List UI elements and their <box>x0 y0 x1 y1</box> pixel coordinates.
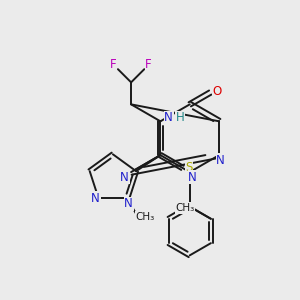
Text: H: H <box>176 111 185 124</box>
Text: O: O <box>212 85 221 98</box>
Text: N: N <box>188 171 197 184</box>
Text: N: N <box>120 171 129 184</box>
Text: N: N <box>124 197 133 210</box>
Text: N: N <box>91 192 100 205</box>
Text: N: N <box>164 111 173 124</box>
Text: N: N <box>216 154 225 167</box>
Text: CH₃: CH₃ <box>176 203 195 213</box>
Text: F: F <box>146 58 152 71</box>
Text: F: F <box>110 58 117 71</box>
Text: CH₃: CH₃ <box>135 212 154 222</box>
Text: S: S <box>185 161 193 174</box>
